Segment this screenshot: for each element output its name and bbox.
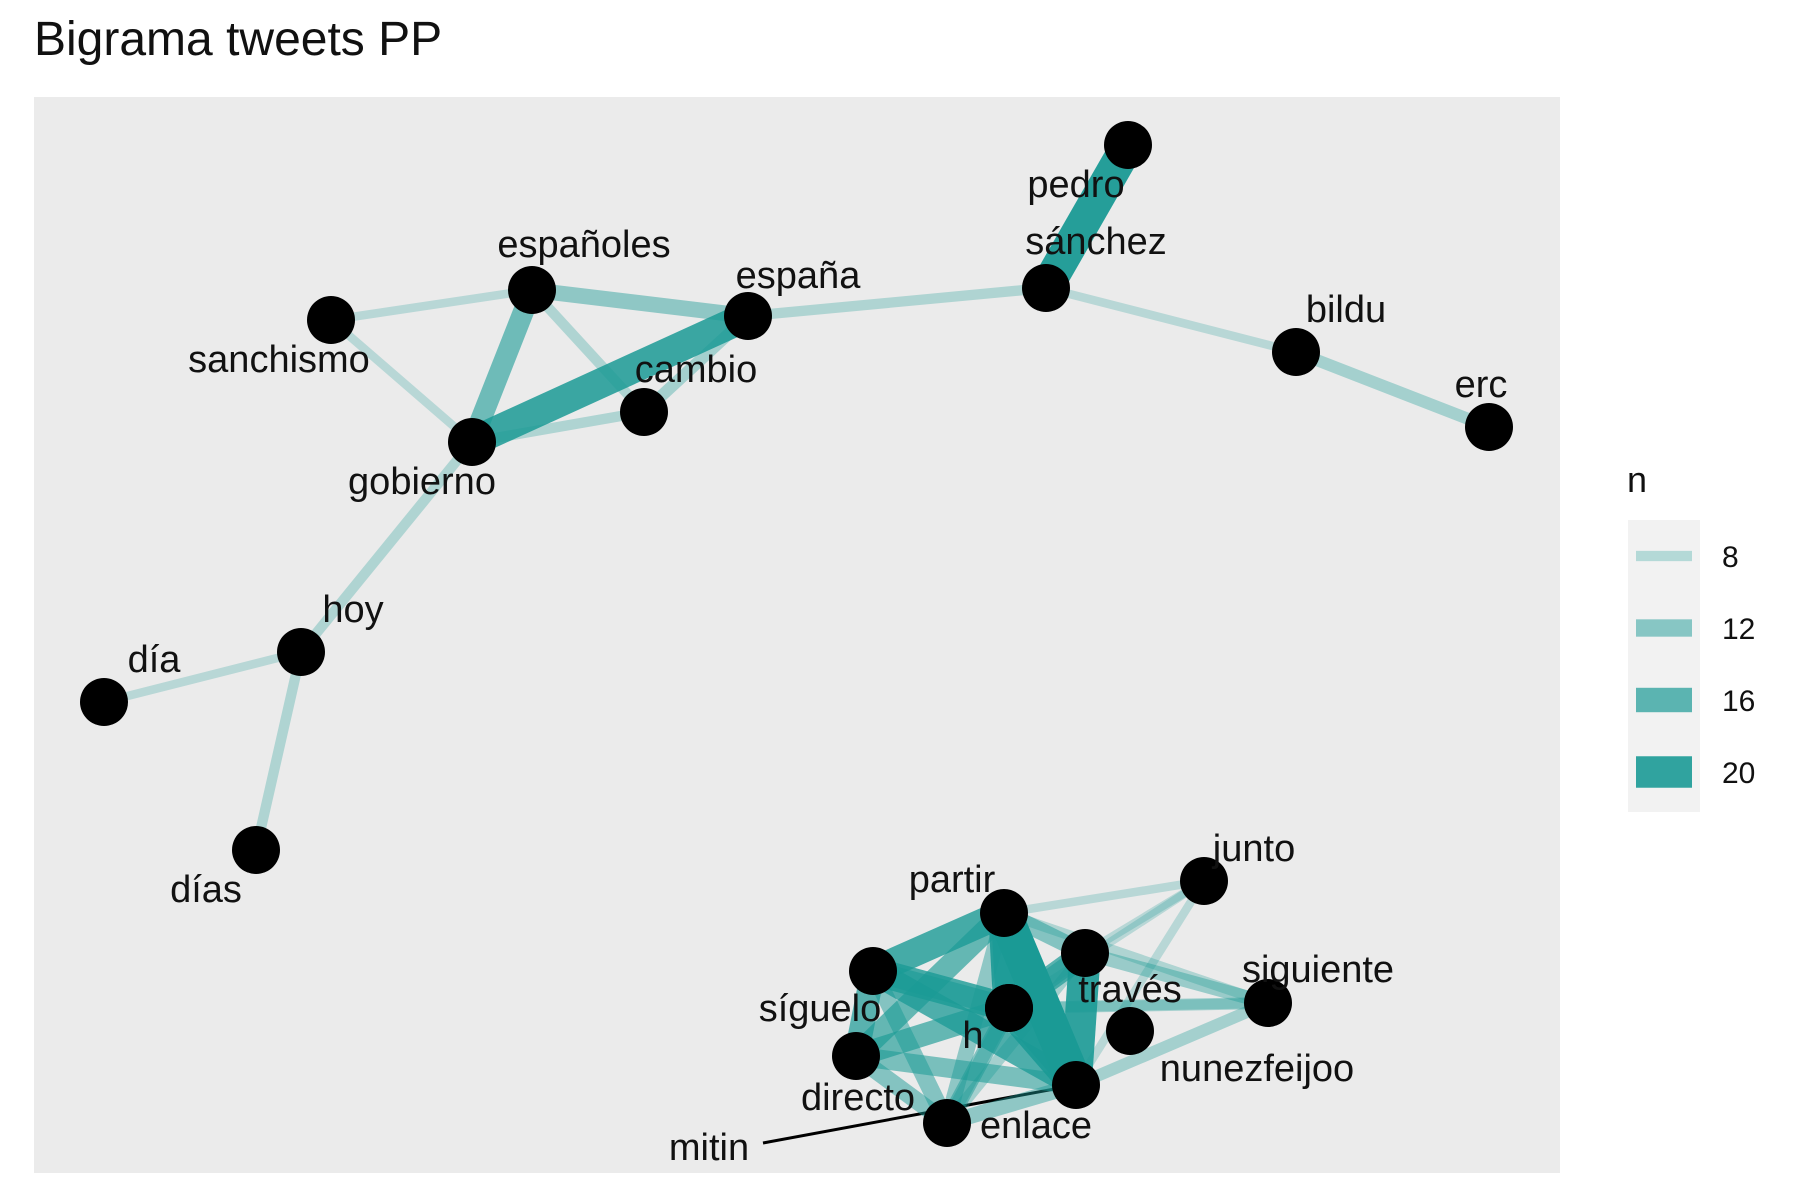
edge-pedro-sanchez bbox=[1031, 136, 1143, 297]
node-cambio bbox=[620, 388, 668, 436]
label-hoy: hoy bbox=[322, 589, 383, 631]
label-cambio: cambio bbox=[635, 349, 758, 391]
edge-mitin-enlace bbox=[762, 1083, 1077, 1145]
node-unlabeled-a bbox=[985, 984, 1033, 1032]
edge-junto-partir bbox=[1003, 876, 1205, 918]
edge-enlace-siguiente bbox=[1073, 997, 1271, 1091]
node-gobierno bbox=[448, 418, 496, 466]
node-pedro bbox=[1104, 121, 1152, 169]
legend-label-16: 16 bbox=[1722, 685, 1755, 718]
label-erc: erc bbox=[1455, 364, 1508, 406]
edge-sanchismo-gobierno bbox=[328, 316, 475, 446]
node-sanchez bbox=[1022, 264, 1070, 312]
label-layer: pedro sánchez españoles españa sanchismo camb… bbox=[128, 164, 1508, 1169]
label-bildu: bildu bbox=[1306, 289, 1386, 331]
label-siguiente: siguiente bbox=[1242, 949, 1394, 991]
label-pedro: pedro bbox=[1027, 164, 1124, 206]
label-espanoles: españoles bbox=[497, 224, 670, 266]
edge-espana-gobierno bbox=[465, 302, 755, 456]
legend-swatch-8 bbox=[1636, 550, 1692, 562]
legend-title: n bbox=[1627, 459, 1647, 500]
edge-sanchez-bildu bbox=[1044, 283, 1298, 357]
legend-swatch-20 bbox=[1636, 756, 1692, 788]
label-espana: españa bbox=[736, 255, 862, 297]
edge-espanoles-cambio bbox=[528, 286, 648, 416]
edge-hoy-dias bbox=[250, 650, 307, 852]
label-siguelo: síguelo bbox=[759, 988, 882, 1030]
node-dia bbox=[80, 678, 128, 726]
legend-swatch-12 bbox=[1636, 619, 1692, 637]
node-unlabeled-b bbox=[849, 947, 897, 995]
label-mitin: mitin bbox=[669, 1127, 749, 1169]
node-layer bbox=[80, 121, 1513, 1147]
label-traves: través bbox=[1078, 969, 1181, 1011]
node-enlace bbox=[1052, 1061, 1100, 1109]
edge-gobierno-hoy bbox=[297, 438, 476, 656]
node-siguelo bbox=[832, 1032, 880, 1080]
edge-sanchismo-espanoles bbox=[330, 285, 533, 325]
node-dias bbox=[232, 826, 280, 874]
legend-label-12: 12 bbox=[1722, 613, 1755, 646]
label-partir: partir bbox=[909, 859, 996, 901]
label-sanchismo: sanchismo bbox=[188, 339, 370, 381]
node-espana bbox=[724, 292, 772, 340]
node-espanoles bbox=[508, 266, 556, 314]
edge-partir-enlace bbox=[987, 906, 1093, 1092]
edge-siguelo-enlace bbox=[854, 1046, 1078, 1095]
label-nunezfeijoo: nunezfeijoo bbox=[1160, 1048, 1354, 1090]
edge-hoy-dia bbox=[102, 647, 303, 707]
node-bildu bbox=[1272, 328, 1320, 376]
node-traves bbox=[1061, 929, 1109, 977]
node-partir bbox=[980, 889, 1028, 937]
edge-espanoles-espana bbox=[531, 282, 749, 324]
node-nunezfeijoo bbox=[1106, 1007, 1154, 1055]
label-dias: días bbox=[170, 869, 242, 911]
node-erc bbox=[1465, 403, 1513, 451]
label-dia: día bbox=[128, 639, 182, 681]
legend-keys: 8 12 16 20 bbox=[1636, 541, 1755, 790]
legend-label-8: 8 bbox=[1722, 541, 1739, 574]
label-sanchez: sánchez bbox=[1025, 221, 1167, 263]
edge-espana-sanchez bbox=[747, 282, 1047, 322]
edge-traves-siguiente bbox=[1083, 946, 1270, 1010]
edge-h-siguelo bbox=[852, 997, 1013, 1067]
legend-swatch-16 bbox=[1636, 687, 1692, 713]
edge-espanoles-gobierno bbox=[462, 286, 542, 446]
legend-label-20: 20 bbox=[1722, 757, 1755, 790]
label-h: h bbox=[962, 1015, 983, 1057]
label-directo: directo bbox=[801, 1077, 915, 1119]
node-junto bbox=[1180, 857, 1228, 905]
chart-title: Bigrama tweets PP bbox=[34, 13, 443, 66]
edge-bildu-erc bbox=[1293, 346, 1492, 433]
label-gobierno: gobierno bbox=[348, 461, 496, 503]
node-sanchismo bbox=[307, 296, 355, 344]
node-hoy bbox=[277, 628, 325, 676]
label-enlace: enlace bbox=[980, 1105, 1092, 1147]
edge-partir-siguiente bbox=[1002, 908, 1270, 1008]
label-junto: junto bbox=[1212, 828, 1295, 870]
node-siguiente bbox=[1244, 979, 1292, 1027]
node-directo bbox=[923, 1099, 971, 1147]
edge-junto-enlace bbox=[1072, 878, 1208, 1088]
legend: n 8 12 16 20 bbox=[1627, 459, 1755, 812]
